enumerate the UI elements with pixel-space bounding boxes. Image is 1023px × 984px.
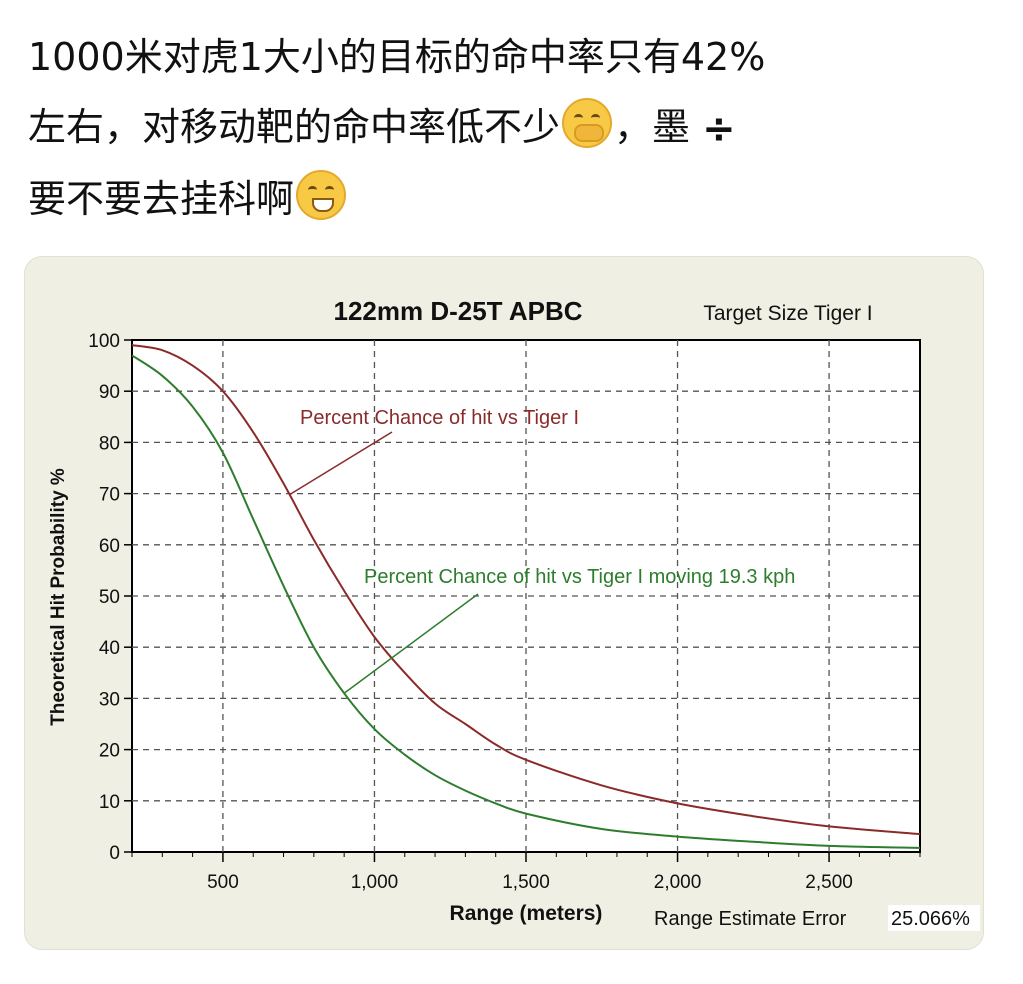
y-tick-label: 40 <box>99 638 120 659</box>
post-line-3: 要不要去挂科啊 <box>28 164 998 234</box>
y-tick-label: 60 <box>99 536 120 557</box>
post-line-1: 1000米对虎1大小的目标的命中率只有42% <box>28 35 766 79</box>
x-axis-label: Range (meters) <box>450 902 603 925</box>
divide-icon: ÷ <box>702 106 736 152</box>
series-line-stationary <box>131 344 921 836</box>
post-line-2-tail: ，墨 <box>614 105 691 149</box>
hand-over-mouth-emoji-icon <box>562 98 613 148</box>
y-tick-label: 100 <box>88 331 120 352</box>
y-axis-label: Theoretical Hit Probability % <box>48 468 69 726</box>
range-estimate-error-label: Range Estimate Error <box>654 908 847 930</box>
y-tick-label: 90 <box>99 382 120 403</box>
y-tick-label: 70 <box>99 485 120 506</box>
post-line-3-text: 要不要去挂科啊 <box>28 177 295 221</box>
annotations: Percent Chance of hit vs Tiger I Percent … <box>289 407 795 694</box>
range-estimate-error-value: 25.066% <box>891 908 970 930</box>
annotation-moving-leader <box>343 593 479 694</box>
x-tick-label: 2,500 <box>805 872 853 893</box>
y-tick-label: 10 <box>99 792 120 813</box>
grid-lines <box>132 340 920 852</box>
y-tick-label: 30 <box>99 689 120 710</box>
post-text: 1000米对虎1大小的目标的命中率只有42% 左右，对移动靶的命中率低不少 ，墨 … <box>28 22 998 234</box>
post-line-2-text: 左右，对移动靶的命中率低不少 <box>28 105 561 149</box>
range-estimate-error-box <box>888 905 980 931</box>
y-tick-label: 80 <box>99 433 120 454</box>
y-tick-label: 0 <box>109 843 120 864</box>
annotation-moving-label: Percent Chance of hit vs Tiger I moving … <box>364 566 795 588</box>
axis-ticks: 0 10 20 30 40 50 60 70 80 90 100 500 1,000 1,500 2,000… <box>88 331 921 893</box>
grinning-squinting-emoji-icon <box>296 170 347 220</box>
chart-title: 122mm D-25T APBC <box>333 296 582 326</box>
series-lines <box>131 344 921 849</box>
chart-subtitle: Target Size Tiger I <box>703 302 872 325</box>
x-tick-label: 500 <box>207 872 239 893</box>
x-tick-label: 2,000 <box>654 872 702 893</box>
annotation-stationary-label: Percent Chance of hit vs Tiger I <box>300 407 579 429</box>
series-line-moving <box>131 354 921 849</box>
post-line-2: 左右，对移动靶的命中率低不少 ，墨 ÷ <box>28 92 998 164</box>
y-tick-label: 50 <box>99 587 120 608</box>
annotation-stationary-leader <box>289 431 393 496</box>
y-tick-label: 20 <box>99 741 120 762</box>
x-tick-label: 1,000 <box>351 872 399 893</box>
x-tick-label: 1,500 <box>502 872 550 893</box>
